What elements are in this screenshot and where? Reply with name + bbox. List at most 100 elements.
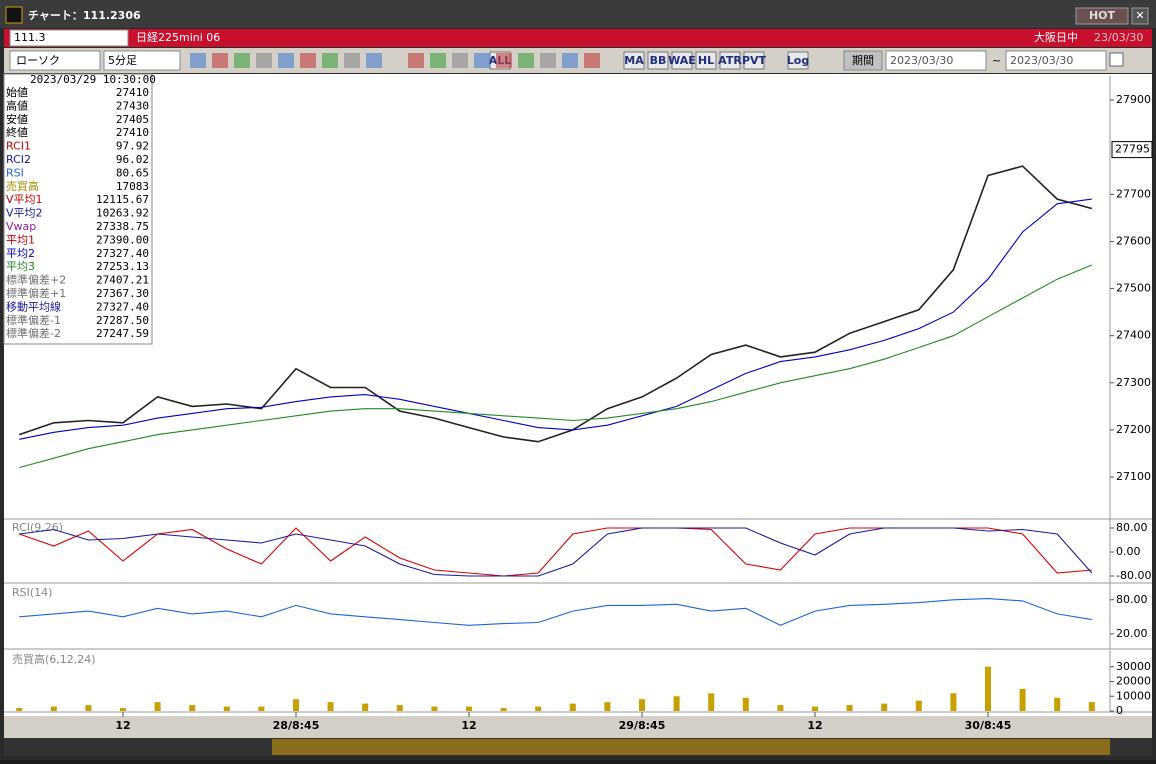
series-line (19, 598, 1092, 626)
tool-icon[interactable] (408, 53, 424, 68)
interval-select[interactable] (103, 50, 181, 71)
title-bar (0, 0, 1156, 28)
info-label: V平均2 (6, 207, 43, 220)
panel-title: RSI(14) (12, 586, 52, 599)
icon-label[interactable]: ATR (718, 54, 742, 67)
period-label[interactable]: 期間 (852, 54, 874, 67)
tool-icon[interactable] (234, 53, 250, 68)
tool-icon[interactable] (190, 53, 206, 68)
icon-button[interactable] (623, 51, 645, 70)
info-panel (3, 73, 153, 345)
series-line (19, 527, 1093, 577)
info-value: 27410 (116, 126, 149, 139)
info-value: 27405 (116, 113, 149, 126)
volume-bar (777, 705, 784, 711)
plot: 27100 27200 27300 27400 27500 27600 27700 27900… (4, 76, 1153, 717)
tool-icon[interactable] (212, 53, 228, 68)
y-tick-label: 0.00 (1116, 545, 1141, 558)
close-button[interactable] (1131, 7, 1149, 25)
info-label: 終値 (6, 125, 28, 139)
volume-bar (362, 703, 369, 711)
info-label: 標準偏差+2 (6, 273, 66, 287)
icon-label[interactable]: PVT (742, 54, 767, 67)
chart-type-select[interactable] (9, 50, 101, 71)
tool-icon[interactable] (256, 53, 272, 68)
volume-bar (189, 705, 196, 711)
icon-button[interactable] (695, 51, 717, 70)
tilde: ~ (992, 54, 1001, 67)
close-label[interactable]: ✕ (1135, 9, 1144, 22)
hot-label[interactable]: HOT (1089, 9, 1116, 22)
info-value: 27287.50 (96, 314, 149, 327)
icon-label[interactable]: WAE (668, 54, 696, 67)
info-value: 27367.30 (96, 287, 149, 300)
icon-button[interactable] (671, 51, 693, 70)
info-value: 27327.40 (96, 300, 149, 313)
volume-bar (154, 702, 161, 711)
tool-icon[interactable] (562, 53, 578, 68)
volume-bar (85, 705, 92, 711)
info-label: V平均1 (6, 193, 43, 206)
info-label: 高値 (6, 98, 28, 112)
icon-label[interactable]: HL (698, 54, 714, 67)
x-axis-strip (4, 716, 1152, 738)
icon-label[interactable]: BB (650, 54, 667, 67)
tool-icon[interactable] (584, 53, 600, 68)
tool-icon[interactable] (474, 53, 490, 68)
info-value: 96.02 (116, 153, 149, 166)
volume-bar (812, 706, 818, 711)
tool-icon[interactable] (540, 53, 556, 68)
tool-icon[interactable] (322, 53, 338, 68)
y-tick-label: 27500 (1116, 282, 1151, 295)
scroll-thumb[interactable] (272, 739, 1110, 755)
volume-bar (742, 697, 749, 711)
tool-icon[interactable] (300, 53, 316, 68)
info-label: 平均3 (6, 260, 35, 273)
volume-bar (604, 702, 611, 711)
from-text[interactable]: 2023/03/30 (890, 54, 953, 67)
volume-bar (846, 705, 853, 711)
tool-icon[interactable] (278, 53, 294, 68)
icon-button[interactable] (787, 51, 809, 70)
y-tick-label: 27900 (1116, 93, 1151, 106)
checkbox[interactable] (1109, 52, 1124, 67)
tool-icon[interactable] (496, 53, 512, 68)
info-value: 80.65 (116, 166, 149, 179)
chart-type[interactable]: ローソク (16, 54, 60, 67)
info-label: 始値 (6, 85, 28, 99)
tool-icon[interactable] (344, 53, 360, 68)
series-line (19, 198, 1092, 440)
symbol-bar (4, 29, 1152, 47)
icon-label[interactable]: MA (624, 54, 644, 67)
volume-bar (1088, 702, 1095, 711)
info-value: 27410 (116, 86, 149, 99)
y-tick-label: 27600 (1116, 234, 1151, 247)
symbol-input[interactable] (9, 29, 129, 47)
to-date[interactable] (1005, 50, 1107, 71)
period-button[interactable] (843, 50, 883, 71)
icon-button[interactable] (647, 51, 669, 70)
symbol-input-text[interactable]: 111.3 (14, 31, 46, 44)
info-label: RCI2 (6, 153, 31, 166)
from-date[interactable] (885, 50, 987, 71)
icon-button[interactable] (719, 51, 741, 70)
to-text[interactable]: 2023/03/30 (1010, 54, 1073, 67)
volume-bar (535, 706, 542, 711)
info-label: 標準偏差-1 (6, 313, 61, 327)
tool-icon[interactable] (452, 53, 468, 68)
tool-icon[interactable] (518, 53, 534, 68)
x-tick-label: 12 (461, 719, 476, 732)
hot-button[interactable] (1075, 7, 1129, 25)
info-value: 27407.21 (96, 274, 149, 287)
info-value: 27390.00 (96, 233, 149, 246)
icon-button[interactable] (743, 51, 765, 70)
tool-icon[interactable] (430, 53, 446, 68)
x-tick-label: 12 (807, 719, 822, 732)
volume-bar (673, 696, 680, 711)
y-tick-label: 10000 (1116, 689, 1151, 702)
icon-label[interactable]: Log (787, 54, 809, 67)
tool-icon[interactable] (366, 53, 382, 68)
window-title: チャート：111.2306 (28, 9, 141, 22)
interval[interactable]: 5分足 (108, 54, 137, 67)
